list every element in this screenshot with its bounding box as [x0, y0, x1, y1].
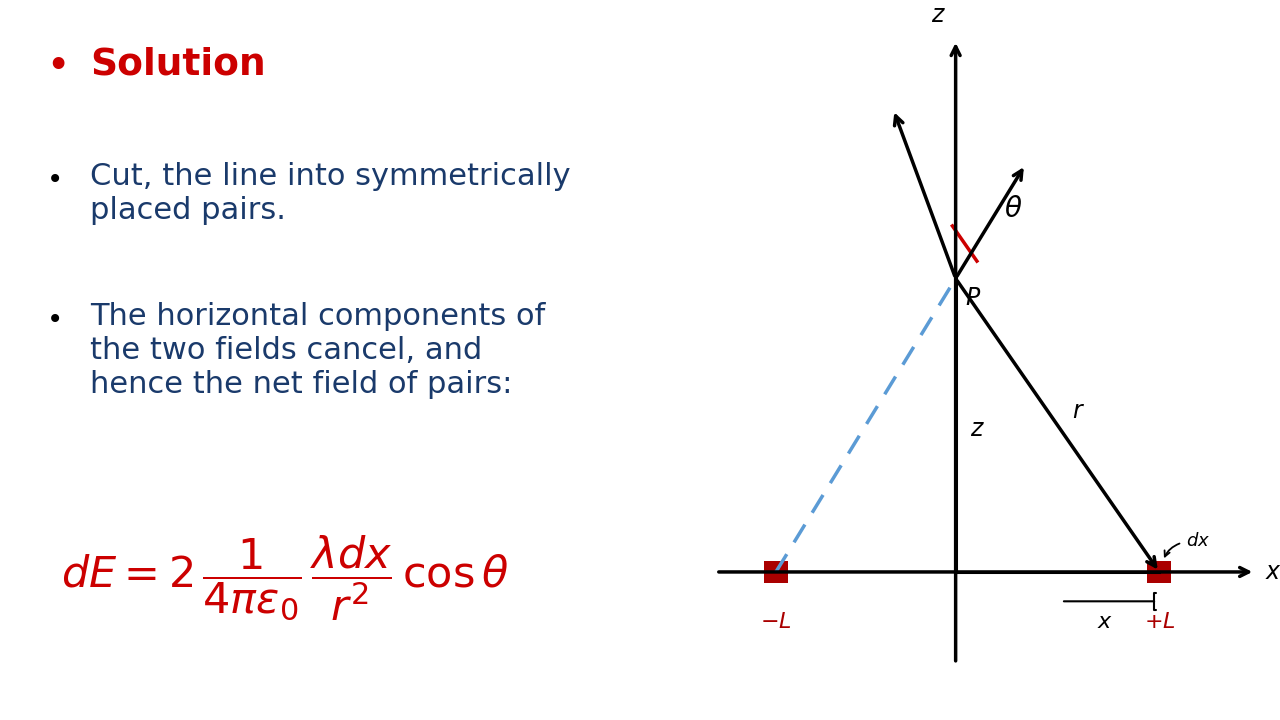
Text: $\theta$: $\theta$	[1004, 194, 1021, 222]
Text: $dx$: $dx$	[1185, 532, 1210, 550]
Text: $dE = 2\,\dfrac{1}{4\pi\epsilon_0}\,\dfrac{\lambda dx}{r^2}\,\cos\theta$: $dE = 2\,\dfrac{1}{4\pi\epsilon_0}\,\dfr…	[61, 533, 509, 623]
Text: •: •	[47, 166, 63, 194]
Text: $z$: $z$	[970, 417, 984, 441]
Text: •: •	[47, 50, 68, 84]
Text: $x$: $x$	[1265, 560, 1280, 584]
Text: $r$: $r$	[1071, 398, 1085, 423]
Text: Solution: Solution	[90, 47, 266, 83]
Text: $x$: $x$	[1097, 612, 1114, 632]
Bar	[1147, 561, 1171, 583]
Text: $+L$: $+L$	[1143, 612, 1175, 632]
Text: •: •	[47, 306, 63, 334]
Text: $P$: $P$	[965, 286, 982, 310]
Text: The horizontal components of
the two fields cancel, and
hence the net field of p: The horizontal components of the two fie…	[90, 302, 545, 399]
Text: Cut, the line into symmetrically
placed pairs.: Cut, the line into symmetrically placed …	[90, 162, 571, 225]
Text: $-L$: $-L$	[760, 612, 792, 632]
Text: $z$: $z$	[931, 3, 946, 27]
Bar	[764, 561, 788, 583]
